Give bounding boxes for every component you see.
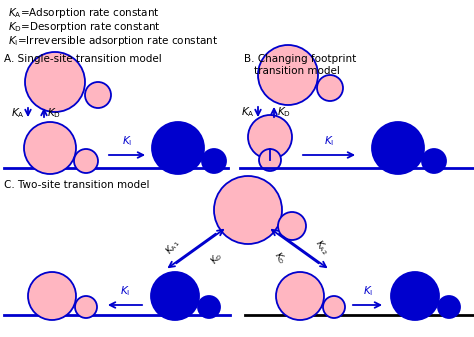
- Circle shape: [202, 149, 226, 173]
- Text: $K_\mathrm{I}$: $K_\mathrm{I}$: [122, 134, 132, 148]
- Circle shape: [276, 272, 324, 320]
- Text: $K_\mathrm{I}$: $K_\mathrm{I}$: [120, 284, 130, 298]
- Text: $K_\mathrm{A}$: $K_\mathrm{A}$: [241, 105, 255, 119]
- Circle shape: [278, 212, 306, 240]
- Circle shape: [323, 296, 345, 318]
- Text: $K_\mathrm{A}$: $K_\mathrm{A}$: [11, 106, 25, 120]
- Circle shape: [28, 272, 76, 320]
- Text: $K_\mathrm{I}$: $K_\mathrm{I}$: [363, 284, 373, 298]
- Circle shape: [198, 296, 220, 318]
- Text: $K_\mathrm{D}$=Desorption rate constant: $K_\mathrm{D}$=Desorption rate constant: [8, 20, 161, 34]
- Circle shape: [422, 149, 446, 173]
- Text: $K_\mathrm{D}$: $K_\mathrm{D}$: [271, 249, 288, 267]
- Text: $K_\mathrm{D}$: $K_\mathrm{D}$: [47, 106, 61, 120]
- Text: transition model: transition model: [254, 66, 340, 76]
- Text: $K_\mathrm{A1}$: $K_\mathrm{A1}$: [164, 237, 183, 257]
- Circle shape: [248, 115, 292, 159]
- Circle shape: [259, 149, 281, 171]
- Text: $K_\mathrm{A}$=Adsorption rate constant: $K_\mathrm{A}$=Adsorption rate constant: [8, 6, 160, 20]
- Circle shape: [25, 52, 85, 112]
- Circle shape: [85, 82, 111, 108]
- Text: $K_\mathrm{I}$=Irreversible adsorption rate constant: $K_\mathrm{I}$=Irreversible adsorption r…: [8, 34, 218, 48]
- Circle shape: [24, 122, 76, 174]
- Text: A. Single-site transition model: A. Single-site transition model: [4, 54, 162, 64]
- Circle shape: [372, 122, 424, 174]
- Text: $K_\mathrm{I}$: $K_\mathrm{I}$: [324, 134, 334, 148]
- Circle shape: [391, 272, 439, 320]
- Circle shape: [214, 176, 282, 244]
- Circle shape: [74, 149, 98, 173]
- Text: B. Changing footprint: B. Changing footprint: [244, 54, 356, 64]
- Circle shape: [152, 122, 204, 174]
- Circle shape: [75, 296, 97, 318]
- Text: C. Two-site transition model: C. Two-site transition model: [4, 180, 149, 190]
- Circle shape: [151, 272, 199, 320]
- Text: $K_\mathrm{A2}$: $K_\mathrm{A2}$: [312, 237, 331, 257]
- Text: $K_\mathrm{D}$: $K_\mathrm{D}$: [208, 249, 226, 267]
- Circle shape: [258, 45, 318, 105]
- Text: $K_\mathrm{D}$: $K_\mathrm{D}$: [277, 105, 291, 119]
- Circle shape: [317, 75, 343, 101]
- Circle shape: [438, 296, 460, 318]
